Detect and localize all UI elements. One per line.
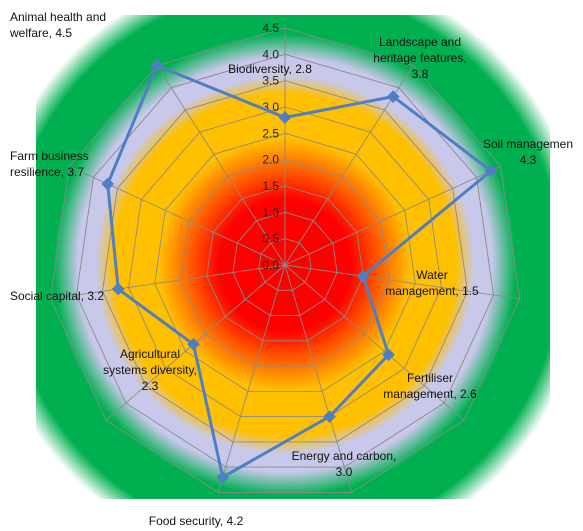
grid-ring (232, 211, 338, 316)
category-label: 3.0 (336, 465, 353, 479)
tick-label: 2.5 (262, 126, 279, 140)
tick-label: 3.5 (262, 74, 279, 88)
series-line (106, 64, 493, 479)
data-point (323, 410, 336, 423)
category-label: Food security, 4.2 (149, 514, 244, 528)
grid-spoke (50, 264, 286, 300)
data-point (111, 282, 125, 296)
data-point (356, 269, 370, 283)
tick-label: 0.5 (262, 232, 279, 246)
grid-ring (180, 159, 390, 367)
radial-ticks: 0.00.51.01.52.02.53.03.54.04.5 (262, 21, 279, 272)
data-point (382, 348, 395, 362)
category-label: Farm business (10, 149, 89, 163)
category-label: management, 1.5 (385, 284, 479, 298)
grid (49, 27, 521, 493)
grid-ring (49, 27, 521, 493)
category-label: management, 2.6 (383, 387, 477, 401)
tick-label: 1.5 (262, 179, 279, 193)
tick-label: 0.0 (262, 258, 279, 272)
grid-spoke (284, 264, 520, 300)
grid-spoke (217, 264, 286, 493)
category-label: 4.3 (520, 153, 537, 167)
category-label: 3.8 (412, 67, 429, 81)
category-label: 2.3 (142, 379, 159, 393)
grid-ring (206, 185, 364, 342)
category-label: resilience, 3.7 (10, 165, 84, 179)
category-label: Social capital, 3.2 (10, 289, 104, 303)
grid-ring (154, 132, 416, 392)
data-point (216, 470, 230, 484)
category-label: welfare, 4.5 (9, 26, 72, 40)
tick-label: 4.5 (262, 21, 279, 35)
category-label: Energy and carbon, (292, 449, 397, 463)
grid-spoke (284, 166, 501, 266)
category-label: Fertiliser (407, 371, 453, 385)
grid-spoke (284, 264, 465, 421)
category-label: Water (416, 268, 448, 282)
data-point (386, 90, 400, 103)
data-point (278, 111, 292, 124)
grid-spoke (156, 65, 286, 266)
data-point (484, 164, 498, 178)
grid-ring (76, 53, 494, 468)
data-point (101, 177, 115, 191)
category-label: Soil managemen (483, 137, 573, 151)
category-labels: Biodiversity, 2.8 Landscape and heritage f… (9, 10, 573, 528)
plot-background (36, 15, 550, 499)
category-label: Agricultural (120, 347, 180, 361)
grid-ring (128, 106, 442, 418)
category-label: heritage features, (373, 51, 466, 65)
data-point (187, 337, 200, 351)
grid-spoke (284, 264, 353, 493)
category-label: Landscape and (379, 35, 461, 49)
series (101, 59, 498, 484)
category-label: Biodiversity, 2.8 (228, 62, 312, 76)
grid-ring (258, 238, 312, 291)
tick-label: 2.0 (262, 153, 279, 167)
data-point (150, 59, 164, 72)
category-label: Animal health and (10, 10, 106, 24)
tick-label: 1.0 (262, 205, 279, 219)
tick-label: 4.0 (262, 47, 279, 61)
category-label: systems diversity, (103, 363, 197, 377)
